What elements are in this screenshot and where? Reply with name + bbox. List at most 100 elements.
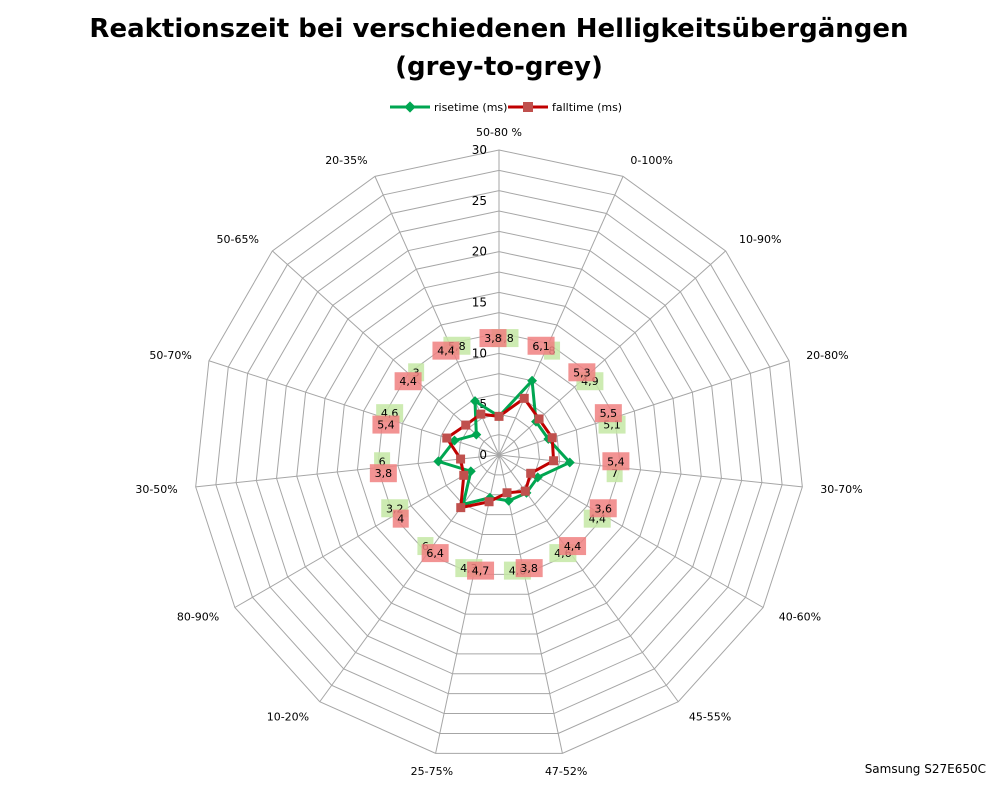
falltime-data-label: 3,8 xyxy=(484,332,502,345)
falltime-point xyxy=(502,488,512,498)
grid-spoke xyxy=(498,360,790,456)
legend-label-risetime: risetime (ms) xyxy=(434,100,508,114)
falltime-point xyxy=(547,433,557,443)
falltime-point xyxy=(456,454,466,464)
series-line-risetime xyxy=(436,379,572,506)
grid-ring xyxy=(377,332,621,575)
falltime-data-label: 6,1 xyxy=(532,340,550,353)
falltime-point xyxy=(456,503,466,513)
radial-tick-label: 30 xyxy=(472,143,487,157)
category-label: 20-80% xyxy=(806,349,848,362)
falltime-label-bg xyxy=(421,544,449,563)
radial-tick-label: 10 xyxy=(472,346,487,360)
falltime-label-bg xyxy=(568,363,596,382)
category-label: 30-70% xyxy=(820,483,862,496)
grid-ring xyxy=(397,352,601,555)
grid-spoke xyxy=(272,250,500,456)
grid-spoke xyxy=(234,454,500,608)
radial-tick-label: 20 xyxy=(472,245,487,259)
falltime-label-bg xyxy=(589,499,617,518)
grid-ring xyxy=(296,251,702,655)
grid-ring xyxy=(215,169,783,734)
series-line-falltime xyxy=(445,396,556,510)
falltime-point xyxy=(520,486,530,496)
falltime-label-bg xyxy=(392,509,409,528)
falltime-label-bg xyxy=(432,341,460,360)
grid-ring xyxy=(276,230,722,675)
risetime-data-label: 7 xyxy=(611,467,618,480)
grid-spoke xyxy=(195,454,500,488)
falltime-point xyxy=(461,420,471,430)
falltime-label-bg xyxy=(515,559,543,578)
grid-spoke xyxy=(374,176,500,456)
falltime-point xyxy=(476,409,486,419)
falltime-point xyxy=(442,433,452,443)
category-label: 47-52% xyxy=(545,765,587,778)
legend-marker-risetime-icon xyxy=(390,101,430,113)
falltime-data-label: 5,4 xyxy=(377,419,395,432)
falltime-label-bg xyxy=(394,372,422,391)
category-label: 30-50% xyxy=(135,483,177,496)
grid-ring xyxy=(316,271,682,635)
falltime-data-label: 4,4 xyxy=(564,540,582,553)
category-label: 40-60% xyxy=(779,611,821,624)
falltime-label-bg xyxy=(372,415,400,434)
category-label: 10-90% xyxy=(739,233,781,246)
grid-spoke xyxy=(498,454,679,703)
risetime-point xyxy=(564,457,575,468)
category-label: 25-75% xyxy=(411,765,453,778)
falltime-point xyxy=(519,393,529,403)
category-label: 45-55% xyxy=(689,710,731,723)
grid-ring xyxy=(195,149,803,754)
falltime-data-label: 4 xyxy=(397,513,404,526)
risetime-point xyxy=(471,429,482,440)
falltime-point xyxy=(549,456,559,466)
grid-ring xyxy=(417,373,581,536)
falltime-data-label: 5,3 xyxy=(573,366,591,379)
chart-title-line2: (grey-to-grey) xyxy=(395,52,603,82)
category-label: 50-80 % xyxy=(476,126,522,139)
category-label: 0-100% xyxy=(630,154,672,167)
falltime-data-label: 4,7 xyxy=(472,565,490,578)
radial-tick-label: 0 xyxy=(479,448,487,462)
falltime-data-label: 3,8 xyxy=(520,562,538,575)
credit-label: Samsung S27E650C xyxy=(864,762,986,776)
falltime-data-label: 5,5 xyxy=(600,407,618,420)
falltime-point xyxy=(494,411,504,421)
legend-item-falltime: falltime (ms) xyxy=(508,100,622,114)
falltime-data-label: 3,8 xyxy=(375,467,393,480)
grid-spoke xyxy=(498,454,803,488)
grid-spoke xyxy=(498,176,624,456)
falltime-label-bg xyxy=(559,537,587,556)
falltime-point xyxy=(526,468,536,478)
risetime-point xyxy=(532,472,543,483)
risetime-point xyxy=(470,396,480,407)
legend-marker-falltime-icon xyxy=(508,102,548,112)
falltime-point xyxy=(484,497,494,507)
falltime-data-label: 5,4 xyxy=(607,455,625,468)
radial-tick-label: 25 xyxy=(472,194,487,208)
category-label: 50-70% xyxy=(149,349,191,362)
chart-title: Reaktionszeit bei verschiedenen Helligke… xyxy=(0,10,998,86)
category-label: 50-65% xyxy=(217,233,259,246)
radial-tick-label: 15 xyxy=(472,296,487,310)
grid-spoke xyxy=(498,454,764,608)
legend-label-falltime: falltime (ms) xyxy=(552,100,623,114)
falltime-label-bg xyxy=(479,329,507,348)
grid-ring xyxy=(437,393,561,516)
legend-item-risetime: risetime (ms) xyxy=(390,100,507,114)
falltime-point xyxy=(459,470,469,480)
risetime-data-label: 6 xyxy=(379,455,386,468)
risetime-point xyxy=(433,456,444,467)
risetime-point xyxy=(503,495,514,506)
grid-ring xyxy=(458,413,540,496)
falltime-label-bg xyxy=(467,561,495,580)
falltime-point xyxy=(534,414,544,424)
chart-title-line1: Reaktionszeit bei verschiedenen Helligke… xyxy=(89,14,909,44)
falltime-label-bg xyxy=(527,336,555,355)
falltime-label-bg xyxy=(594,404,622,423)
category-label: 10-20% xyxy=(267,710,309,723)
radial-tick-label: 5 xyxy=(479,397,487,411)
falltime-data-label: 6,4 xyxy=(426,547,444,560)
